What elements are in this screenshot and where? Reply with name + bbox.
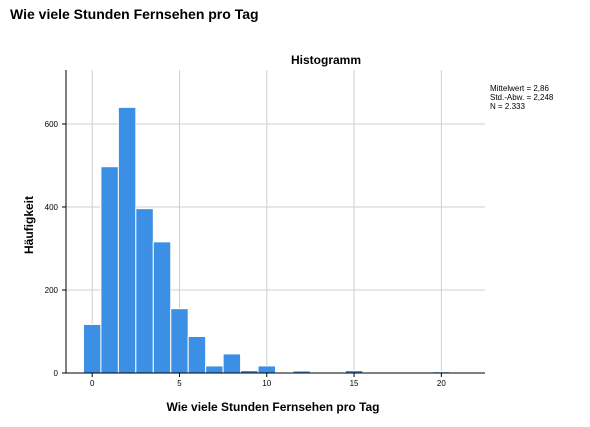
histogram-bar bbox=[135, 208, 154, 374]
chart-title: Histogramm bbox=[291, 53, 361, 67]
statistics-box: Mittelwert = 2,86 Std.-Abw. = 2,248 N = … bbox=[490, 84, 553, 111]
y-tick-label: 0 bbox=[54, 369, 59, 378]
page-title: Wie viele Stunden Fernsehen pro Tag bbox=[10, 6, 259, 22]
stat-n: N = 2.333 bbox=[490, 102, 525, 111]
y-tick-label: 200 bbox=[45, 286, 59, 295]
gridlines bbox=[66, 70, 485, 373]
y-tick-label: 400 bbox=[45, 203, 59, 212]
y-tick-label: 600 bbox=[45, 120, 59, 129]
histogram-bar bbox=[152, 241, 172, 374]
stat-mean: Mittelwert = 2,86 bbox=[490, 84, 549, 93]
histogram-bar bbox=[82, 323, 102, 374]
histogram-bar bbox=[117, 106, 137, 374]
x-tick-label: 20 bbox=[437, 379, 446, 388]
x-axis-label: Wie viele Stunden Fernsehen pro Tag bbox=[166, 400, 379, 414]
axes: 0 200 400 600 0 5 10 15 20 bbox=[45, 70, 485, 388]
x-tick-label: 15 bbox=[350, 379, 359, 388]
histogram-bar bbox=[205, 365, 224, 374]
x-tick-label: 5 bbox=[177, 379, 182, 388]
x-tick-label: 10 bbox=[262, 379, 271, 388]
histogram-bar bbox=[222, 353, 242, 374]
histogram-bar bbox=[170, 308, 189, 374]
histogram-bar bbox=[187, 335, 207, 374]
y-axis-label: Häufigkeit bbox=[22, 196, 36, 254]
x-tick-label: 0 bbox=[90, 379, 95, 388]
stat-std-dev: Std.-Abw. = 2,248 bbox=[490, 93, 554, 102]
histogram-bar bbox=[100, 166, 119, 374]
histogram-bar bbox=[257, 365, 276, 374]
